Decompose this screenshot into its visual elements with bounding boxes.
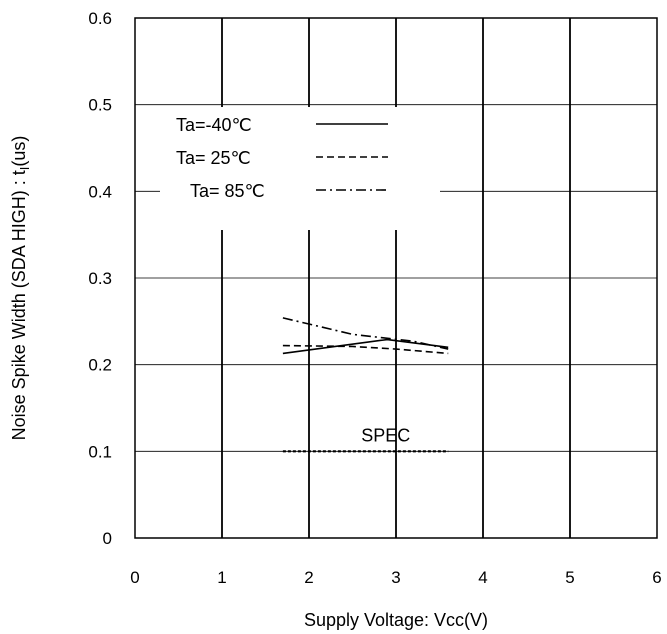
y-tick-label: 0.2 [88,356,112,375]
y-tick-label: 0.3 [88,269,112,288]
y-tick-label: 0 [103,529,112,548]
legend-background [160,107,440,230]
x-tick-label: 2 [304,568,313,587]
x-tick-label: 5 [565,568,574,587]
legend-label-2: Ta= 25℃ [176,148,251,168]
y-axis-label: Noise Spike Width (SDA HIGH) : tI(us) [9,136,32,441]
grid-lines [135,18,657,538]
x-tick-label: 6 [652,568,661,587]
legend-label-1: Ta=-40℃ [176,115,252,135]
series-group: SPEC [282,317,449,453]
plot-frame [134,17,658,539]
spec-label: SPEC [361,425,410,445]
y-axis-label-unit: (us) [9,136,29,167]
x-tick-label: 1 [217,568,226,587]
series-line-2 [282,344,449,355]
legend: Ta=-40℃ Ta= 25℃ Ta= 85℃ [176,115,388,201]
x-axis-label: Supply Voltage: Vcc(V) [304,610,488,630]
x-tick-labels: 0 1 2 3 4 5 6 [130,568,661,587]
y-tick-label: 0.5 [88,96,112,115]
y-tick-label: 0.4 [88,182,112,201]
x-tick-label: 3 [391,568,400,587]
y-tick-label: 0.1 [88,442,112,461]
x-tick-label: 0 [130,568,139,587]
legend-label-3: Ta= 85℃ [190,181,265,201]
y-tick-labels: 0 0.1 0.2 0.3 0.4 0.5 0.6 [88,9,112,548]
y-axis-label-main: Noise Spike Width (SDA HIGH) : t [9,170,29,440]
y-tick-label: 0.6 [88,9,112,28]
series-line-3 [282,317,449,350]
x-tick-label: 4 [478,568,487,587]
y-axis-label-subscript: I [17,167,32,171]
